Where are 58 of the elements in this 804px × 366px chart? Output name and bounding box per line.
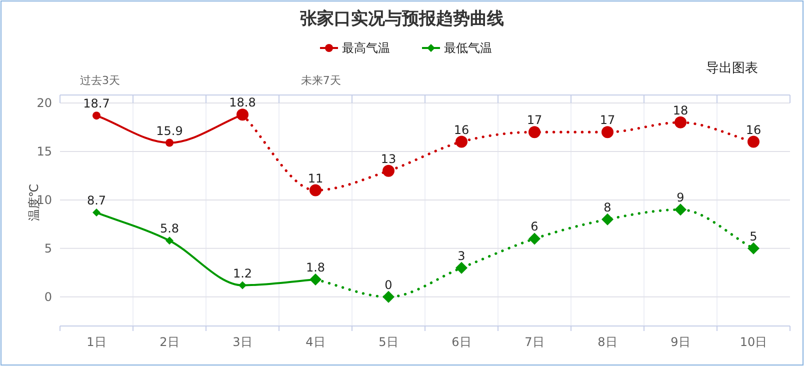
point [602,126,614,138]
point [674,116,686,128]
text: 过去3天 [80,74,120,87]
point [456,136,468,148]
x-tick-label: 7日 [524,335,544,349]
x-tick-label: 5日 [378,335,398,349]
text: 未来7天 [300,74,341,87]
x-tick-label: 8日 [598,335,618,349]
point [456,262,468,274]
data-label: 18.8 [229,96,256,110]
text: 导出图表 [706,61,758,76]
data-label: 17 [600,113,616,128]
y-tick-label: 0 [44,290,52,304]
data-label: 13 [380,152,396,166]
data-label: 8.7 [86,194,106,208]
data-label: 11 [308,171,324,186]
data-label: 9 [676,190,684,205]
data-label: 3 [458,248,466,263]
y-tick-label: 5 [44,241,52,256]
data-label: 18 [672,103,688,118]
point [92,208,100,217]
data-label: 5.8 [160,222,180,236]
data-label: 15.9 [156,124,183,138]
point [166,138,174,147]
point [310,184,322,196]
x-tick-label: 4日 [306,335,326,349]
data-label: 17 [526,113,542,128]
x-tick-label: 2日 [160,335,180,349]
point [748,136,760,148]
point [382,164,394,177]
x-tick-label: 1日 [86,335,106,349]
legend-label: 最高气温 [342,41,390,55]
y-tick-label: 15 [36,144,52,158]
data-label: 1.2 [232,266,252,280]
point [602,213,614,226]
x-tick-label: 6日 [452,335,472,349]
data-label: 0 [384,278,392,292]
chart-title: 张家口实况与预报趋势曲线 [300,9,504,29]
data-label: 6 [530,220,538,234]
data-label: 5 [750,229,758,244]
data-label: 16 [454,122,470,137]
point [382,290,394,303]
point [528,232,540,245]
point [92,112,100,120]
data-label: 16 [746,122,762,137]
x-tick-label: 3日 [232,335,252,349]
legend-label: 最低气温 [444,41,492,55]
point [528,126,540,138]
data-label: 18.7 [83,96,110,111]
point [748,242,760,254]
x-tick-label: 9日 [670,335,690,349]
data-label: 8 [604,200,612,214]
point [166,236,174,245]
x-tick-label: 10日 [740,335,768,349]
y-tick-label: 20 [36,96,52,110]
point [674,204,686,216]
point [238,281,246,290]
data-label: 1.8 [306,260,326,274]
